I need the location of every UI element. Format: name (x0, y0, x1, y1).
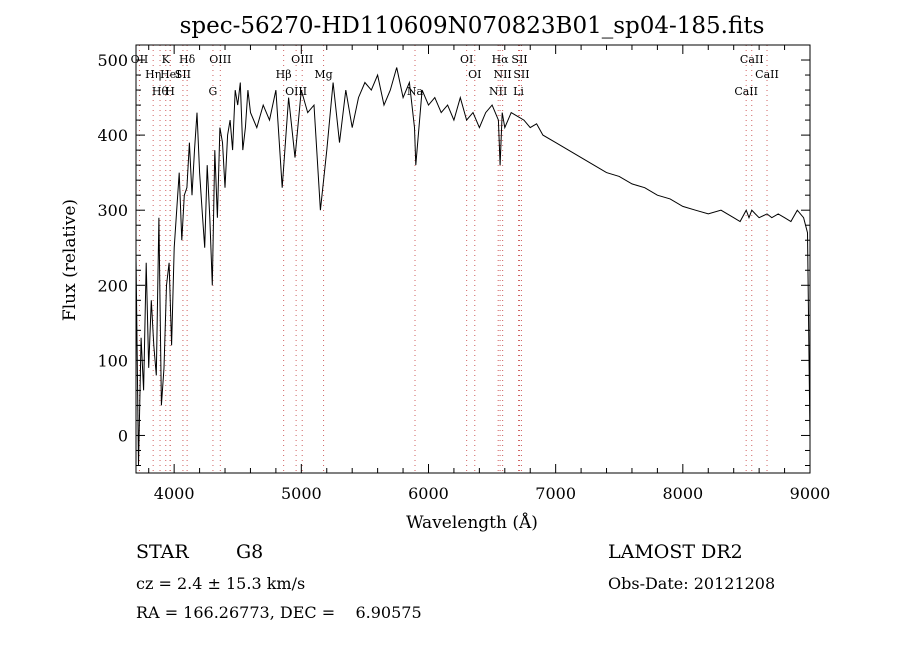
spectrum-series (135, 67, 811, 466)
line-label-24: CaII (740, 53, 764, 66)
y-tick-label: 300 (97, 201, 128, 220)
line-label-4: HeI (160, 68, 180, 81)
y-axis-label: Flux (relative) (60, 199, 80, 321)
line-label-23: CaII (734, 85, 758, 98)
y-tick-label: 400 (97, 126, 128, 145)
y-axis: 0 100 200 300 400 500 (97, 44, 810, 466)
line-label-1: Hη (145, 68, 161, 81)
line-label-15: OI (460, 53, 473, 66)
line-label-7: SII (175, 68, 191, 81)
line-label-20: Li (513, 85, 524, 98)
y-tick-label: 500 (97, 51, 128, 70)
line-label-8: G (209, 85, 218, 98)
plot-frame (135, 44, 811, 474)
line-label-13: Mg (314, 68, 332, 81)
object-type: STAR (136, 541, 189, 563)
line-label-25: CaII (755, 68, 779, 81)
spectral-line-labels: OIIHηHθKHeIHHδSIIGOIIIHβOIIIOIIIMgNaOIOI… (131, 53, 779, 98)
line-label-19: NII (493, 68, 511, 81)
x-axis-label: Wavelength (Å) (406, 512, 538, 533)
line-label-10: Hβ (276, 68, 292, 81)
y-tick-label: 100 (97, 351, 128, 370)
line-label-12: OIII (291, 53, 313, 66)
redshift-value: cz = 2.4 ± 15.3 km/s (136, 574, 306, 593)
x-tick-label: 9000 (790, 484, 831, 503)
spectral-line-markers (138, 45, 768, 473)
x-tick-label: 7000 (535, 484, 576, 503)
line-label-2: Hθ (152, 85, 169, 98)
coordinates: RA = 166.26773, DEC = 6.90575 (136, 603, 422, 622)
y-tick-label: 200 (97, 276, 128, 295)
line-label-21: SII (511, 53, 527, 66)
line-label-17: NII (489, 85, 507, 98)
survey-label: LAMOST DR2 (608, 541, 743, 563)
line-label-18: Hα (492, 53, 510, 66)
line-label-0: OII (131, 53, 149, 66)
x-tick-label: 6000 (408, 484, 449, 503)
chart-title: spec-56270-HD110609N070823B01_sp04-185.f… (180, 13, 765, 39)
y-tick-label: 0 (118, 426, 128, 445)
x-tick-label: 4000 (154, 484, 195, 503)
line-label-22: SII (513, 68, 529, 81)
x-axis: 4000 5000 6000 7000 8000 9000 (148, 45, 831, 503)
line-label-16: OI (468, 68, 481, 81)
line-label-11: OIII (285, 85, 307, 98)
x-tick-label: 8000 (662, 484, 703, 503)
line-label-6: Hδ (179, 53, 196, 66)
line-label-5: H (165, 85, 175, 98)
obs-date: Obs-Date: 20121208 (608, 574, 776, 593)
line-label-3: K (162, 53, 171, 66)
line-label-9: OIII (209, 53, 231, 66)
object-subclass: G8 (236, 541, 264, 563)
x-tick-label: 5000 (281, 484, 322, 503)
